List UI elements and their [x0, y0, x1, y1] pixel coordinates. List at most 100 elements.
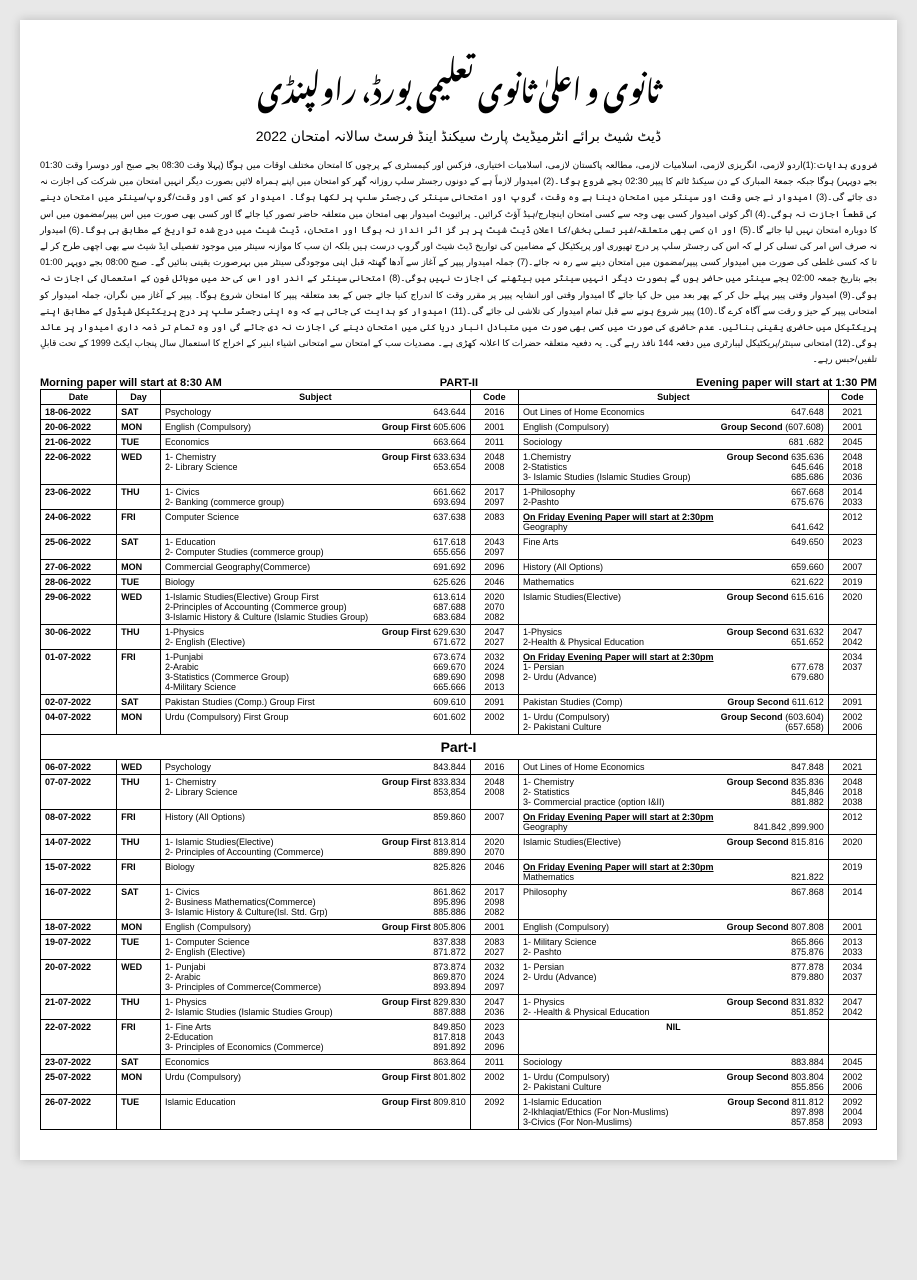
- col-day: Day: [117, 390, 161, 405]
- subject-cell: On Friday Evening Paper will start at 2:…: [518, 510, 828, 535]
- table-row: 29-06-2022WED1-Islamic Studies(Elective)…: [41, 590, 877, 625]
- col-code-m: Code: [470, 390, 518, 405]
- code-cell: 2007: [470, 810, 518, 835]
- day-cell: WED: [117, 450, 161, 485]
- subject-cell: 1-Islamic EducationGroup Second 811.8122…: [518, 1095, 828, 1130]
- code-cell: 20342037: [828, 960, 876, 995]
- code-cell: 2046: [470, 575, 518, 590]
- subject-cell: 1- Urdu (Compulsory)Group Second 803.804…: [518, 1070, 828, 1095]
- code-cell: 20022006: [828, 710, 876, 735]
- table-row: 16-07-2022SAT1- Civics861.8622- Business…: [41, 885, 877, 920]
- subject-cell: 1- Fine Arts849.8502-Education817.8183- …: [161, 1020, 471, 1055]
- day-cell: WED: [117, 590, 161, 625]
- day-cell: THU: [117, 625, 161, 650]
- timing-header: Morning paper will start at 8:30 AM PART…: [40, 377, 877, 389]
- subject-cell: 1- ChemistryGroup Second 835.8362- Stati…: [518, 775, 828, 810]
- date-cell: 01-07-2022: [41, 650, 117, 695]
- table-row: 01-07-2022FRI1-Punjabi673.6742-Arabic669…: [41, 650, 877, 695]
- code-cell: 209220042093: [828, 1095, 876, 1130]
- subject-cell: 1- Education617.6182- Computer Studies (…: [161, 535, 471, 560]
- date-cell: 08-07-2022: [41, 810, 117, 835]
- date-cell: 04-07-2022: [41, 710, 117, 735]
- subject-cell: 1-Islamic Studies(Elective) Group First6…: [161, 590, 471, 625]
- day-cell: TUE: [117, 1095, 161, 1130]
- code-cell: 20172097: [470, 485, 518, 510]
- code-cell: 2011: [470, 1055, 518, 1070]
- code-cell: 2023: [828, 535, 876, 560]
- code-cell: 20132033: [828, 935, 876, 960]
- table-row: 21-06-2022TUEEconomics663.6642011Sociolo…: [41, 435, 877, 450]
- day-cell: WED: [117, 960, 161, 995]
- code-cell: 2045: [828, 1055, 876, 1070]
- code-cell: 2012: [828, 810, 876, 835]
- subject-cell: 1-Philosophy667.6682-Pashto675.676: [518, 485, 828, 510]
- code-cell: 2001: [828, 920, 876, 935]
- table-row: 07-07-2022THU1- ChemistryGroup First 833…: [41, 775, 877, 810]
- table-row: 14-07-2022THU1- Islamic Studies(Elective…: [41, 835, 877, 860]
- subject-cell: Computer Science637.638: [161, 510, 471, 535]
- subject-cell: On Friday Evening Paper will start at 2:…: [518, 810, 828, 835]
- subject-cell: English (Compulsory)Group Second 807.808: [518, 920, 828, 935]
- part1-divider: Part-I: [41, 735, 877, 760]
- code-cell: 2001: [470, 920, 518, 935]
- code-cell: 2012: [828, 510, 876, 535]
- code-cell: 2092: [470, 1095, 518, 1130]
- subject-cell: 1- PhysicsGroup Second 831.8322- -Health…: [518, 995, 828, 1020]
- table-row: 18-06-2022SATPsychology643.6442016Out Li…: [41, 405, 877, 420]
- table-row: 18-07-2022MONEnglish (Compulsory)Group F…: [41, 920, 877, 935]
- date-cell: 22-06-2022: [41, 450, 117, 485]
- code-cell: 2016: [470, 760, 518, 775]
- code-cell: 2001: [828, 420, 876, 435]
- date-cell: 14-07-2022: [41, 835, 117, 860]
- date-cell: 28-06-2022: [41, 575, 117, 590]
- code-cell: 2002: [470, 1070, 518, 1095]
- subject-cell: 1- Persian877.8782- Urdu (Advance)879.88…: [518, 960, 828, 995]
- table-row: 15-07-2022FRIBiology825.8262046On Friday…: [41, 860, 877, 885]
- subject-cell: Biology625.626: [161, 575, 471, 590]
- subject-cell: Out Lines of Home Economics647.648: [518, 405, 828, 420]
- code-cell: 2021: [828, 760, 876, 775]
- subject-cell: 1- Military Science865.8662- Pashto875.8…: [518, 935, 828, 960]
- col-subject-m: Subject: [161, 390, 471, 405]
- subject-cell: Commercial Geography(Commerce)691.692: [161, 560, 471, 575]
- day-cell: TUE: [117, 575, 161, 590]
- date-cell: 06-07-2022: [41, 760, 117, 775]
- header: ثانوی و اعلیٰ ثانوی تعلیمی بورڈ، راولپنڈ…: [40, 50, 877, 145]
- subject-cell: 1- Computer Science837.8382- English (El…: [161, 935, 471, 960]
- code-cell: 20022006: [828, 1070, 876, 1095]
- table-row: 28-06-2022TUEBiology625.6262046Mathemati…: [41, 575, 877, 590]
- subject-cell: Pakistan Studies (Comp.) Group First609.…: [161, 695, 471, 710]
- subject-cell: 1- ChemistryGroup First 633.6342- Librar…: [161, 450, 471, 485]
- code-cell: 2007: [828, 560, 876, 575]
- table-row: 22-07-2022FRI1- Fine Arts849.8502-Educat…: [41, 1020, 877, 1055]
- subject-cell: 1-PhysicsGroup First 629.6302- English (…: [161, 625, 471, 650]
- subject-cell: Economics663.664: [161, 435, 471, 450]
- table-row: 04-07-2022MONUrdu (Compulsory) First Gro…: [41, 710, 877, 735]
- table-row: 26-07-2022TUEIslamic EducationGroup Firs…: [41, 1095, 877, 1130]
- subject-cell: Out Lines of Home Economics847.848: [518, 760, 828, 775]
- table-row: 23-06-2022THU1- Civics661.6622- Banking …: [41, 485, 877, 510]
- subject-cell: 1- PhysicsGroup First 829.8302- Islamic …: [161, 995, 471, 1020]
- date-cell: 24-06-2022: [41, 510, 117, 535]
- subject-cell: Psychology643.644: [161, 405, 471, 420]
- subject-cell: History (All Options)859.860: [161, 810, 471, 835]
- code-cell: 2011: [470, 435, 518, 450]
- day-cell: MON: [117, 420, 161, 435]
- code-cell: 2021: [828, 405, 876, 420]
- subject-cell: English (Compulsory)Group Second (607.60…: [518, 420, 828, 435]
- table-row: 22-06-2022WED1- ChemistryGroup First 633…: [41, 450, 877, 485]
- col-date: Date: [41, 390, 117, 405]
- day-cell: FRI: [117, 860, 161, 885]
- exam-subtitle: ڈیٹ شیٹ برائے انٹرمیڈیٹ پارٹ سیکنڈ اینڈ …: [40, 128, 877, 145]
- table-row: 30-06-2022THU1-PhysicsGroup First 629.63…: [41, 625, 877, 650]
- day-cell: TUE: [117, 935, 161, 960]
- day-cell: SAT: [117, 1055, 161, 1070]
- subject-cell: NIL: [518, 1020, 828, 1055]
- subject-cell: 1- Civics861.8622- Business Mathematics(…: [161, 885, 471, 920]
- date-cell: 18-07-2022: [41, 920, 117, 935]
- code-cell: 203220242097: [470, 960, 518, 995]
- date-cell: 18-06-2022: [41, 405, 117, 420]
- table-row: 02-07-2022SATPakistan Studies (Comp.) Gr…: [41, 695, 877, 710]
- subject-cell: On Friday Evening Paper will start at 2:…: [518, 650, 828, 695]
- code-cell: 20142033: [828, 485, 876, 510]
